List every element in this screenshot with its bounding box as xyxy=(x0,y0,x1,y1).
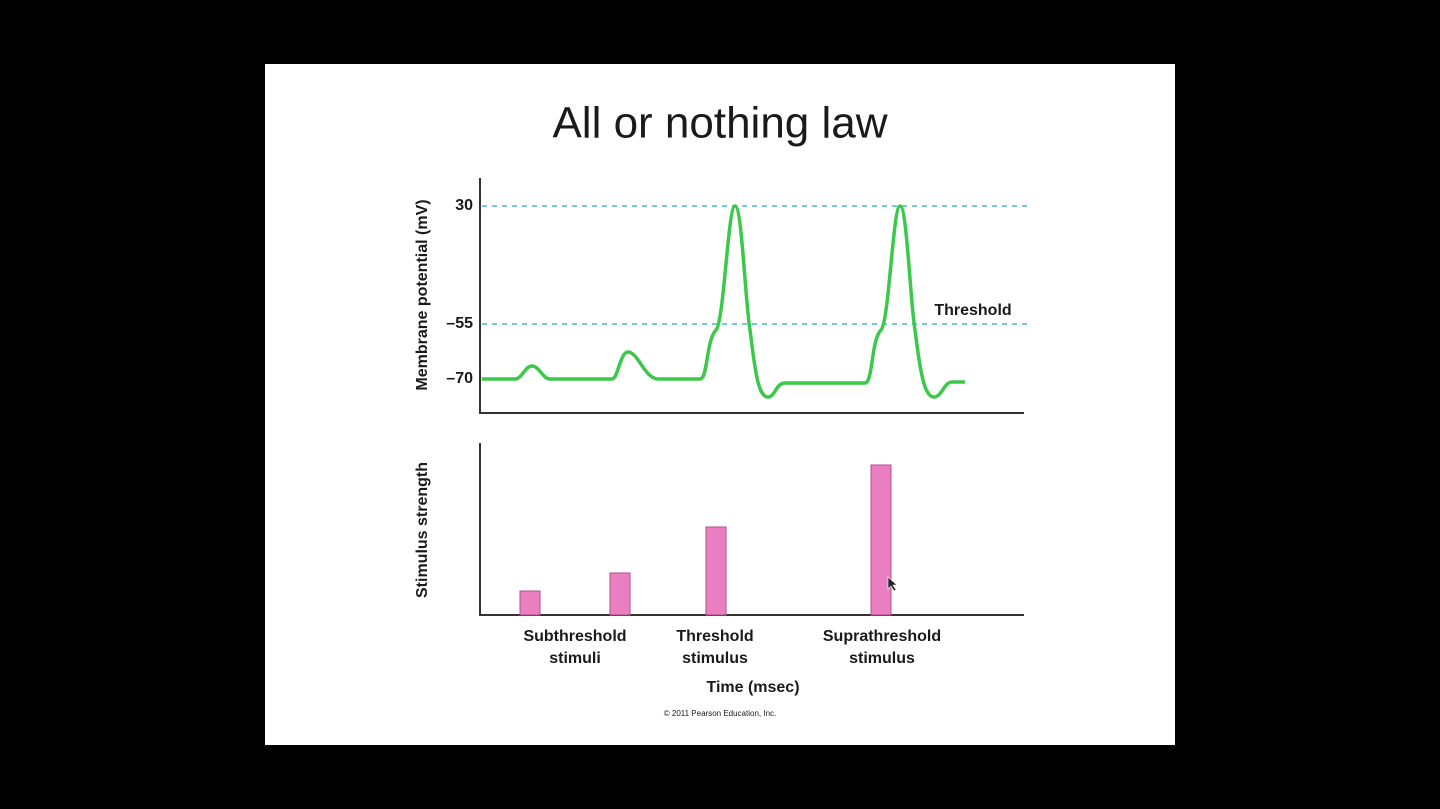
stimulus-bar xyxy=(609,572,631,616)
membrane-potential-curve xyxy=(482,204,965,399)
group-label: Subthreshold xyxy=(523,628,626,645)
group-label: stimulus xyxy=(849,650,915,667)
credit: © 2011 Pearson Education, Inc. xyxy=(664,709,776,718)
y-axis-label: Stimulus strength xyxy=(414,462,431,598)
y-axis-label: Membrane potential (mV) xyxy=(414,199,431,390)
group-label: stimulus xyxy=(682,650,748,667)
tick-label: –70 xyxy=(446,370,473,387)
stimulus-bar xyxy=(705,526,727,616)
cursor xyxy=(887,576,898,592)
group-label: Suprathreshold xyxy=(823,628,941,645)
slide-title: All or nothing law xyxy=(552,99,887,148)
x-axis-label: Time (msec) xyxy=(706,679,799,696)
stimulus-bar xyxy=(870,464,892,616)
tick-label: 30 xyxy=(455,197,473,214)
slide xyxy=(265,64,1175,745)
group-label: stimuli xyxy=(549,650,601,667)
threshold-label: Threshold xyxy=(934,302,1011,319)
stimulus-bar xyxy=(519,590,541,616)
group-label: Threshold xyxy=(676,628,753,645)
tick-label: –55 xyxy=(446,315,473,332)
